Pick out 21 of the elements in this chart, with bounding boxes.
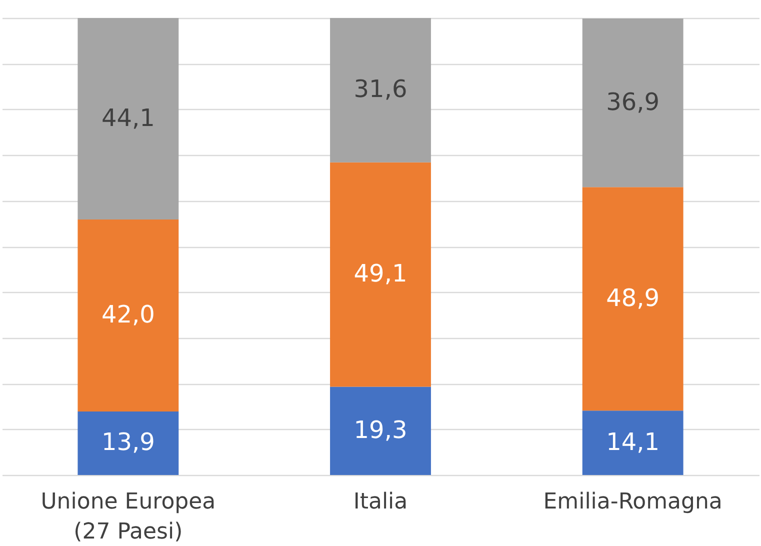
bar [330,18,431,162]
data-label: 49,1 [354,260,408,288]
data-label: 36,9 [606,88,660,116]
data-label: 42,0 [101,300,155,329]
data-label: 31,6 [354,75,408,104]
data-label: 44,1 [101,104,155,132]
bar [78,18,179,220]
data-label: 13,9 [101,428,155,456]
bar [78,411,179,475]
bar [330,386,431,475]
bar [582,187,684,411]
data-label: 48,9 [606,284,660,312]
data-label: 14,1 [606,428,660,456]
bar [582,410,684,475]
x-tick-label: Italia [353,490,408,514]
data-label: 19,3 [354,416,408,444]
x-tick-label: Unione Europea (27 Paesi) [40,490,216,544]
bar [78,220,179,412]
bar [582,18,684,188]
bar [330,162,431,387]
x-tick-label: Emilia-Romagna [543,490,722,514]
